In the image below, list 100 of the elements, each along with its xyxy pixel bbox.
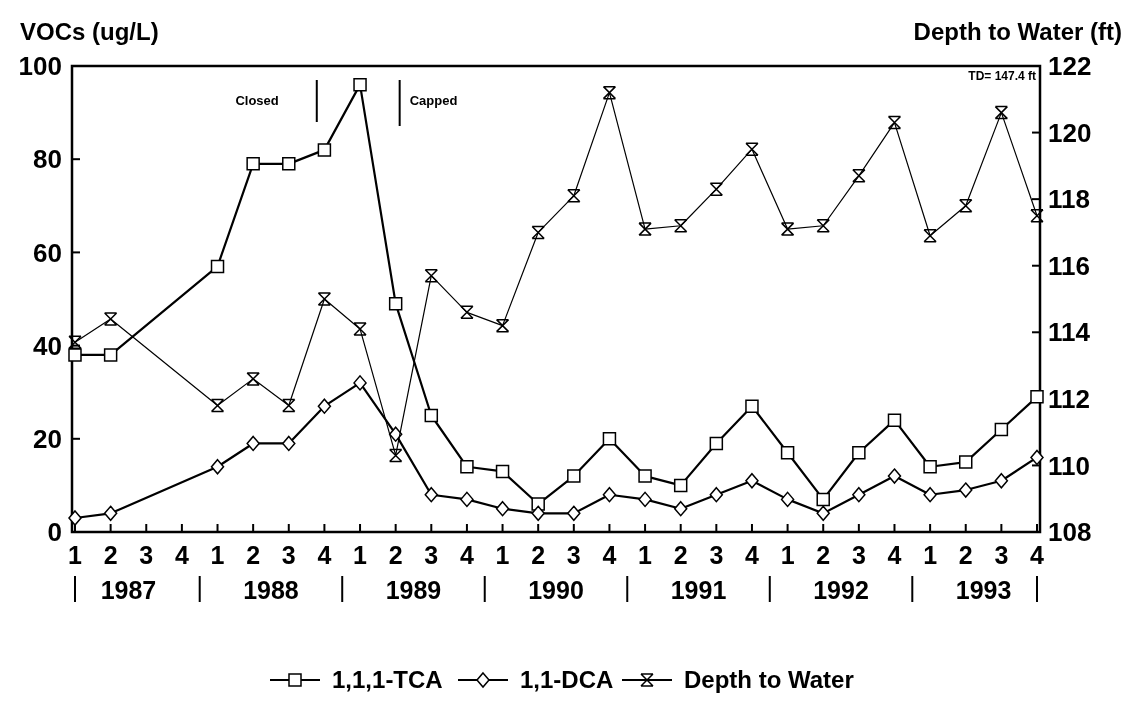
- x-tick-label: 1: [923, 541, 938, 569]
- point: [567, 469, 581, 483]
- point: [673, 478, 688, 493]
- point: [68, 510, 82, 526]
- text: 1993: [955, 576, 1012, 604]
- point: [317, 143, 332, 157]
- x-tick-label: 1: [495, 541, 510, 569]
- x-tick-label: 1: [638, 541, 653, 569]
- y2-axis-title: Depth to Water (ft): [913, 18, 1122, 45]
- point: [210, 459, 225, 475]
- point: [460, 305, 474, 320]
- x-tick-label: 2: [816, 541, 831, 569]
- x-tick-label: 3: [281, 541, 296, 569]
- x-tick-label: 2: [673, 541, 688, 569]
- x-tick-label: 3: [566, 541, 581, 569]
- text: 1991: [670, 576, 727, 604]
- x-tick-label: 1: [68, 541, 83, 569]
- point: [460, 460, 474, 474]
- point: [958, 455, 973, 469]
- y-tick-label: 40: [33, 330, 62, 361]
- y2-tick-label: 120: [1048, 117, 1092, 148]
- x-tick-label: 1: [210, 541, 225, 569]
- point: [709, 436, 724, 451]
- point: [709, 182, 724, 196]
- x-tick-label: 3: [139, 541, 154, 569]
- text: 1988: [243, 576, 299, 604]
- y-tick-label: 0: [47, 517, 62, 548]
- point: [816, 219, 830, 233]
- x-tick-label: 3: [709, 541, 724, 569]
- point: [1030, 390, 1044, 404]
- point: [994, 472, 1009, 489]
- point: [673, 500, 688, 517]
- point: [567, 189, 581, 203]
- point: [353, 77, 367, 92]
- point: [495, 464, 510, 479]
- x-tick-label: 4: [317, 541, 332, 569]
- x-tick-label: 2: [531, 541, 546, 569]
- x-tick-label: 1: [780, 541, 795, 569]
- point: [852, 169, 866, 183]
- y2-tick-label: 108: [1048, 517, 1092, 548]
- point: [424, 486, 439, 503]
- point: [282, 435, 296, 452]
- point: [852, 486, 866, 503]
- point: [246, 372, 260, 386]
- point: [745, 142, 759, 156]
- point: [246, 435, 260, 452]
- x-tick-label: 3: [994, 541, 1009, 569]
- y2-tick-label: 116: [1048, 250, 1090, 281]
- point: [388, 426, 403, 442]
- point: [246, 157, 260, 171]
- point: [103, 505, 118, 522]
- point: [923, 486, 937, 503]
- point: [353, 322, 367, 336]
- y2-tick-label: 112: [1048, 383, 1090, 414]
- annotation: TD= 147.4 ft: [968, 69, 1036, 83]
- point: [673, 219, 688, 233]
- x-tick-label: 3: [851, 541, 866, 569]
- point: [816, 505, 830, 522]
- text: 1987: [100, 576, 157, 604]
- point: [353, 375, 367, 391]
- point: [780, 222, 795, 236]
- annotation: Capped: [409, 93, 458, 108]
- x-tick-label: 4: [745, 541, 760, 569]
- x-tick-label: 4: [459, 541, 474, 569]
- x-tick-label: 4: [602, 541, 617, 569]
- legend-label: 1,1,1-TCA: [332, 666, 443, 694]
- x-tick-label: 2: [958, 541, 973, 569]
- point: [745, 399, 759, 413]
- x-tick-label: 2: [103, 541, 118, 569]
- point: [958, 199, 973, 213]
- point: [424, 268, 439, 283]
- point: [210, 259, 225, 274]
- point: [780, 446, 795, 460]
- x-tick-label: 1: [353, 541, 368, 569]
- legend-label: 1,1-DCA: [520, 666, 614, 694]
- point: [852, 446, 866, 460]
- point: [424, 408, 439, 423]
- y-tick-label: 20: [33, 423, 62, 454]
- point: [780, 491, 795, 508]
- point: [816, 492, 830, 507]
- point: [531, 225, 545, 240]
- point: [923, 229, 937, 243]
- y-axis-title: VOCs (ug/L): [20, 18, 159, 45]
- point: [388, 448, 403, 463]
- point: [1030, 449, 1044, 466]
- x-tick-label: 2: [388, 541, 403, 569]
- x-tick-label: 4: [1030, 541, 1045, 569]
- legend-label: Depth to Water: [684, 666, 854, 694]
- point: [495, 500, 510, 517]
- x-tick-label: 3: [424, 541, 439, 569]
- point: [103, 348, 118, 362]
- text: 1990: [528, 576, 584, 604]
- point: [887, 468, 902, 484]
- point: [317, 292, 332, 306]
- x-tick-label: 2: [246, 541, 261, 569]
- point: [638, 491, 652, 508]
- point: [638, 469, 652, 483]
- y-tick-label: 60: [33, 237, 62, 268]
- point: [887, 413, 902, 427]
- point: [745, 472, 759, 489]
